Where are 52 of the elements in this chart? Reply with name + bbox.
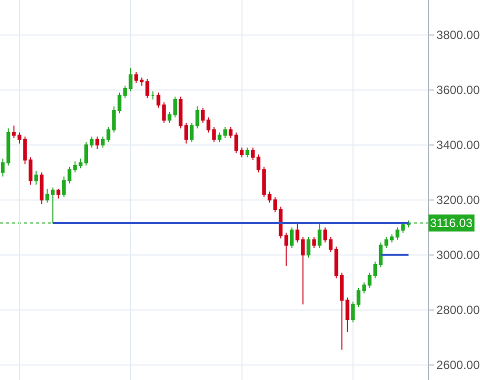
candlestick [178,96,183,129]
candlestick [245,147,250,158]
y-tick-label: 3000.00 [436,248,480,262]
candlestick [273,196,277,213]
y-tick-label: 3600.00 [436,83,480,98]
candlestick [373,261,378,279]
candlestick [334,246,338,279]
candlestick [328,236,333,253]
candlestick [218,132,222,143]
y-tick-label: 3200.00 [436,193,480,208]
candlestick [151,90,155,100]
y-tick-label: 2600.00 [436,358,480,372]
candlestick [6,128,10,166]
candlestick [56,188,60,200]
candlestick [323,226,328,244]
ref-line-label: 3116.03 [430,216,473,230]
candlestick [195,106,200,129]
candlestick [368,272,372,288]
candlestick [190,122,194,143]
candlestick [201,107,205,124]
candlestick [45,188,50,204]
candlestick [346,297,350,332]
candlestick [223,126,227,139]
candlestick [384,236,388,249]
candlestick [301,236,305,305]
candlestick [184,122,188,144]
candlestick [296,221,300,244]
candlestick [228,126,233,139]
candlestick [312,236,316,249]
candlestick [284,232,288,266]
candlestick [128,67,132,92]
candlestick [318,222,322,249]
candlestick [234,132,238,154]
y-tick-label: 3400.00 [436,138,480,152]
candlestick [134,72,138,84]
candlestick [40,172,44,205]
candlestick [34,170,38,186]
candlestick [340,272,344,350]
candlestick [290,226,294,249]
y-tick-label: 3800.00 [436,28,480,42]
candlestick [390,234,394,244]
y-tick-label: 2800.00 [436,303,480,318]
candlestick [240,147,244,158]
candlestick [378,242,383,268]
candlestick [140,77,144,86]
candlestick [84,142,88,166]
candlestick [100,136,105,148]
candlestick [145,78,150,99]
candlestick [90,136,94,148]
candlestick [0,158,5,178]
candlestick [306,236,310,258]
candlestick [95,136,100,150]
